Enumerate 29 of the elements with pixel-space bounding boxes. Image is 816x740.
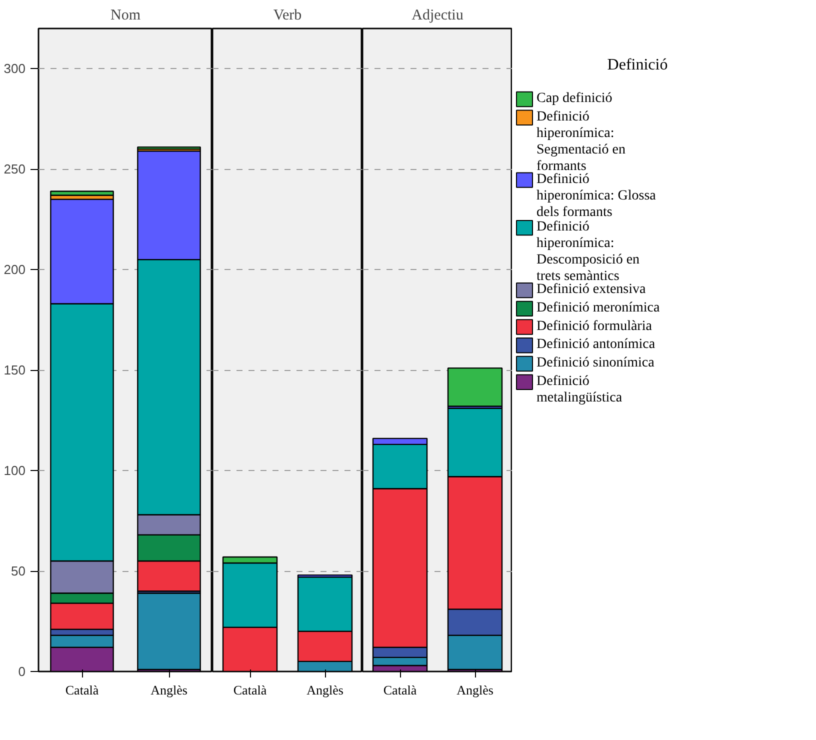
- chart-title: Adjectiu: [412, 8, 464, 24]
- legend-label: Definició meronímica: [536, 300, 661, 316]
- legend-label: Definició hiperonímica: Glossa dels formants: [536, 172, 657, 220]
- bar: [50, 190, 114, 196]
- legend-label: Definició sinonímica: [536, 356, 656, 371]
- chart-title: Verb: [273, 8, 302, 24]
- legend-label: Definició hiperonímica: Descomposició en trets semàntics: [536, 220, 640, 284]
- x-tick-label: Català: [233, 682, 267, 698]
- y-tick-label: 100: [4, 463, 26, 478]
- y-tick-label: 0: [18, 664, 26, 679]
- legend-label: Definició hiperonímica: Segmentació en formants: [536, 109, 626, 174]
- legend-label: Definició extensiva: [536, 282, 647, 298]
- y-tick-label: 150: [4, 362, 26, 378]
- y-tick-label: 300: [4, 61, 26, 76]
- x-tick-label: Anglès: [456, 682, 494, 698]
- x-tick-label: Anglès: [306, 682, 344, 698]
- x-tick-label: Català: [65, 682, 99, 698]
- y-tick-label: 50: [11, 564, 26, 579]
- x-tick-label: Català: [383, 682, 417, 698]
- bar: [447, 367, 503, 407]
- legend-label: Cap definició: [536, 90, 612, 106]
- y-tick-label: 250: [4, 162, 26, 177]
- legend-label: Definició antonímica: [536, 337, 656, 352]
- chart-title: Nom: [110, 8, 141, 24]
- y-tick-label: 200: [4, 262, 26, 278]
- x-tick-label: Anglès: [150, 682, 188, 698]
- legend-label: Definició formulària: [536, 318, 653, 334]
- legend-title: Definició: [607, 56, 668, 74]
- legend-label: Definició metalingüística: [536, 374, 623, 406]
